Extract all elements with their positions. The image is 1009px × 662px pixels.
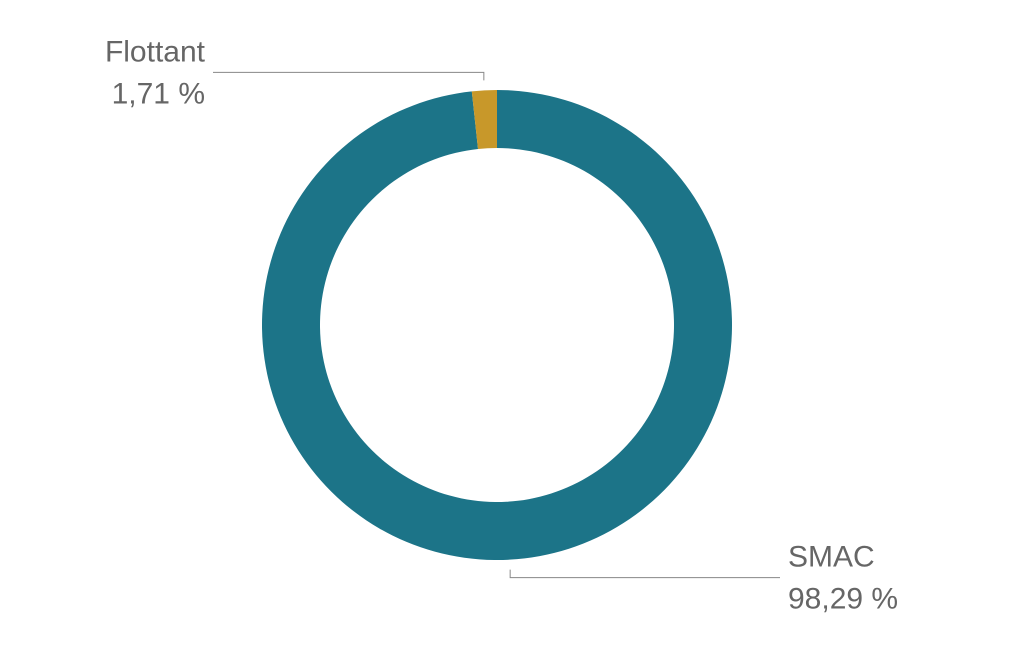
donut-slice <box>471 90 497 150</box>
slice-value: 98,29 % <box>788 583 898 616</box>
slice-label: SMAC <box>788 541 875 574</box>
slice-value: 1,71 % <box>112 77 205 110</box>
leader-line <box>509 569 780 579</box>
leader-line <box>213 71 485 81</box>
donut-slice <box>261 90 732 560</box>
slice-label: Flottant <box>105 35 206 68</box>
